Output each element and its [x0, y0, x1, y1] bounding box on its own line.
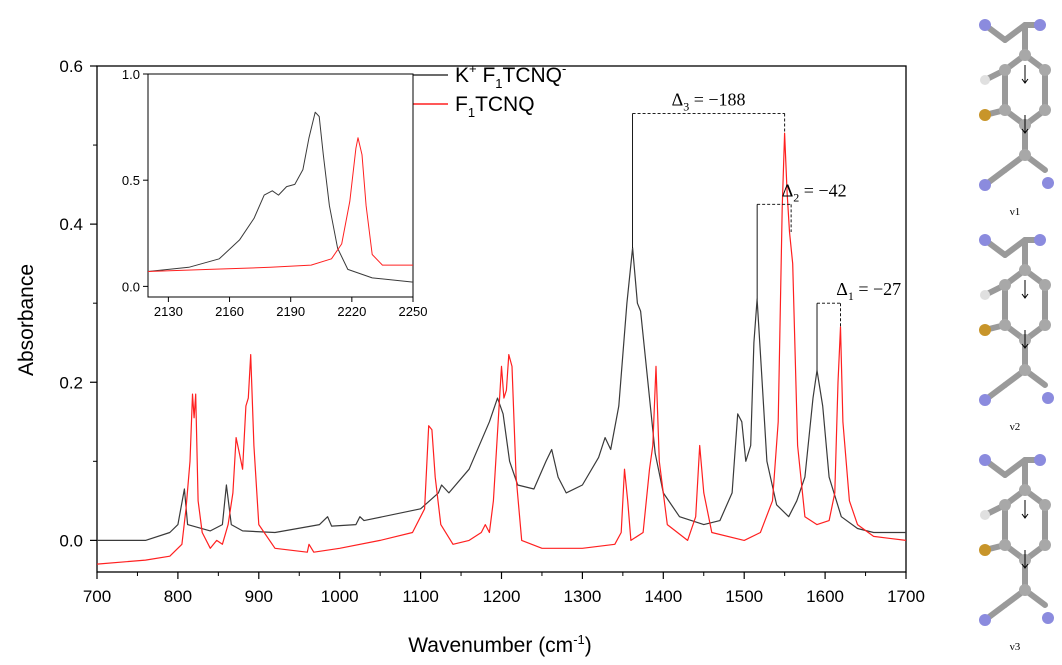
nitrogen-atom: [979, 394, 991, 406]
x-tick-label: 1400: [644, 587, 682, 606]
molecule-1: ν1: [979, 19, 1054, 218]
inset-y-tick-label: 1.0: [122, 67, 140, 82]
legend: K+ F1TCNQ- F1TCNQ: [388, 61, 566, 120]
inset-series-layer: [147, 111, 414, 283]
inset-x-tick-label: 2160: [215, 304, 244, 319]
nitrogen-atom: [1034, 19, 1046, 31]
y-axis-title: Absorbance: [15, 264, 38, 376]
nitrogen-atom: [979, 454, 991, 466]
hydrogen-atom: [980, 510, 990, 520]
y-axis: 0.0 0.2 0.4 0.6: [59, 57, 97, 550]
x-tick-label: 1200: [483, 587, 521, 606]
inset-x-tick-label: 2250: [399, 304, 428, 319]
nitrogen-atom: [979, 19, 991, 31]
legend-label-f1tcnq: F1TCNQ: [455, 93, 535, 120]
nitrogen-atom: [979, 614, 991, 626]
inset-y-axis: 0.0 0.5 1.0: [122, 67, 148, 294]
inset-y-tick-label: 0.5: [122, 173, 140, 188]
inset-x-tick-label: 2130: [154, 304, 183, 319]
inset-y-tick-label: 0.0: [122, 279, 140, 294]
y-tick-label: 0.6: [59, 57, 83, 76]
x-tick-label: 1100: [402, 587, 439, 606]
inset-x-axis: 2130 2160 2190 2220 2250: [154, 297, 428, 319]
arrow-head: [1021, 293, 1029, 299]
carbon-atom: [1019, 484, 1031, 496]
x-axis: 700 800 900 1000 1100 1200 1300 1400 1500 1600 170…: [83, 572, 925, 606]
carbon-atom: [999, 104, 1011, 116]
inset-plot-area: [147, 73, 414, 298]
nitrogen-atom: [1042, 392, 1054, 404]
carbon-atom: [999, 279, 1011, 291]
molecule-panels: ν1 ν2 ν3: [979, 19, 1054, 653]
bond: [1002, 22, 1028, 43]
x-tick-label: 1500: [725, 587, 763, 606]
carbon-atom: [1019, 264, 1031, 276]
hydrogen-atom: [980, 290, 990, 300]
carbon-atom: [1039, 319, 1051, 331]
bond: [1002, 237, 1028, 258]
bond: [1002, 457, 1028, 478]
delta-3-annotation: Δ3 = −188: [632, 89, 786, 248]
legend-label-k-f1tcnq: K+ F1TCNQ-: [455, 61, 566, 91]
vibration-mode-label: ν3: [1010, 641, 1021, 653]
delta-annotations: Δ3 = −188 Δ2 = −42 Δ1 = −27: [632, 89, 901, 371]
nitrogen-atom: [979, 234, 991, 246]
carbon-atom: [1019, 49, 1031, 61]
inset-series-line-f1tcnq: [147, 137, 413, 272]
carbon-atom: [1019, 584, 1031, 596]
delta-2-annotation: Δ2 = −42: [756, 180, 847, 300]
arrow-head: [1021, 78, 1029, 84]
arrow-head: [1021, 513, 1029, 519]
molecule-2: ν2: [979, 234, 1054, 433]
carbon-atom: [1019, 149, 1031, 161]
series-layer: [96, 132, 907, 565]
hydrogen-atom: [980, 75, 990, 85]
carbon-atom: [1039, 499, 1051, 511]
series-line-f1tcnq: [96, 132, 907, 565]
fluorine-atom: [979, 324, 991, 336]
x-tick-label: 1700: [887, 587, 925, 606]
carbon-atom: [1039, 64, 1051, 76]
carbon-atom: [999, 499, 1011, 511]
y-tick-label: 0.0: [59, 531, 83, 550]
fluorine-atom: [979, 544, 991, 556]
nitrogen-atom: [979, 179, 991, 191]
nitrogen-atom: [1042, 612, 1054, 624]
arrow-head: [1021, 343, 1029, 349]
x-tick-label: 1600: [806, 587, 844, 606]
arrow-head: [1021, 563, 1029, 569]
inset-x-tick-label: 2190: [276, 304, 305, 319]
vibration-mode-label: ν2: [1010, 421, 1020, 433]
x-tick-label: 1300: [563, 587, 601, 606]
carbon-atom: [999, 319, 1011, 331]
fluorine-atom: [979, 109, 991, 121]
delta-1-annotation: Δ1 = −27: [816, 279, 901, 371]
y-tick-label: 0.4: [59, 215, 83, 234]
x-tick-label: 700: [83, 587, 111, 606]
inset-chart: 2130 2160 2190 2220 2250 0.0 0.5 1.0: [122, 67, 428, 319]
inset-series-line-k-f1tcnq: [147, 111, 414, 283]
carbon-atom: [999, 539, 1011, 551]
arrow-head: [1021, 128, 1029, 134]
x-tick-label: 900: [245, 587, 273, 606]
carbon-atom: [1039, 104, 1051, 116]
x-axis-title: Wavenumber (cm-1): [408, 632, 592, 657]
nitrogen-atom: [1034, 234, 1046, 246]
carbon-atom: [1039, 539, 1051, 551]
nitrogen-atom: [1034, 454, 1046, 466]
carbon-atom: [1039, 279, 1051, 291]
nitrogen-atom: [1042, 177, 1054, 189]
molecule-3: ν3: [979, 454, 1054, 653]
delta-label: Δ1 = −27: [836, 279, 901, 303]
x-tick-label: 800: [164, 587, 192, 606]
delta-label: Δ3 = −188: [672, 89, 746, 113]
carbon-atom: [999, 64, 1011, 76]
vibration-mode-label: ν1: [1010, 206, 1020, 218]
inset-x-tick-label: 2220: [337, 304, 366, 319]
delta-label: Δ2 = −42: [782, 180, 847, 204]
x-tick-label: 1000: [321, 587, 359, 606]
y-tick-label: 0.2: [59, 373, 83, 392]
carbon-atom: [1019, 364, 1031, 376]
